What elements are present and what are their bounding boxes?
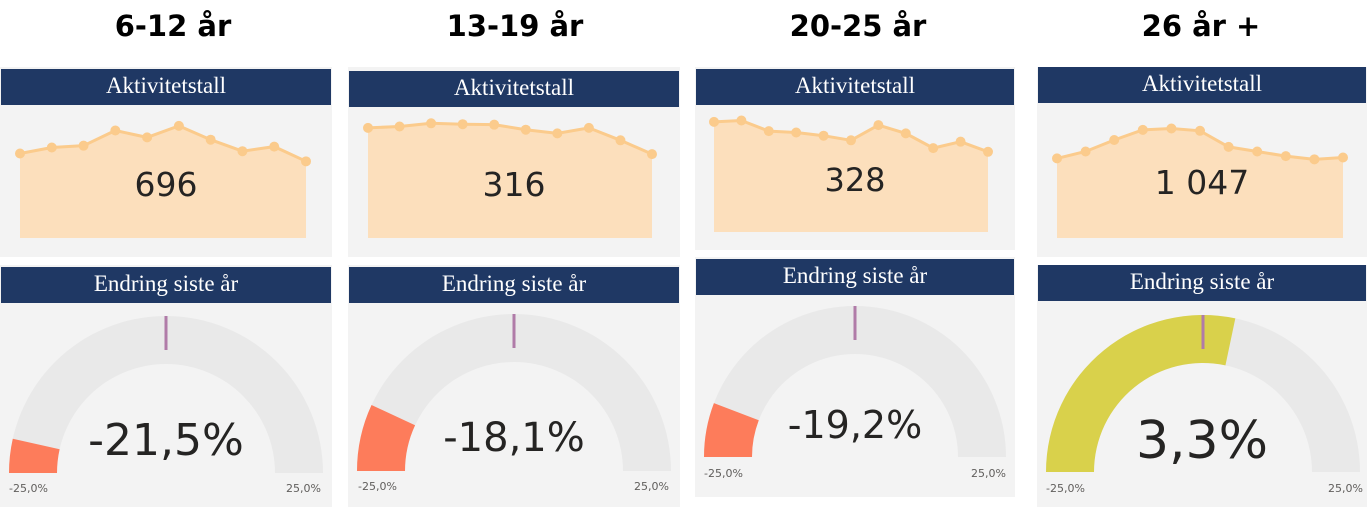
gauge-max-label: 25,0% bbox=[286, 482, 321, 495]
sparkline-point bbox=[46, 142, 57, 153]
sparkline-point bbox=[615, 135, 626, 146]
sparkline-point bbox=[1252, 146, 1263, 157]
activity-sparkline bbox=[709, 115, 993, 232]
activity-card-20-25: Aktivitetstall 328 bbox=[695, 67, 1015, 250]
group-title-20-25: 20-25 år bbox=[789, 9, 927, 43]
change-header: Endring siste år bbox=[1, 267, 331, 303]
change-header: Endring siste år bbox=[696, 259, 1014, 295]
sparkline-point bbox=[78, 140, 89, 151]
sparkline-point bbox=[1223, 141, 1234, 152]
activity-card-26-plus: Aktivitetstall 1 047 bbox=[1037, 67, 1367, 257]
activity-header: Aktivitetstall bbox=[1, 69, 331, 105]
sparkline-point bbox=[426, 118, 437, 129]
sparkline-point bbox=[173, 120, 184, 131]
sparkline-point bbox=[647, 149, 657, 160]
group-title-13-19: 13-19 år bbox=[446, 9, 584, 43]
gauge-fill bbox=[704, 403, 759, 457]
group-title-26-plus: 26 år + bbox=[1141, 9, 1261, 43]
change-gauge bbox=[704, 306, 1006, 457]
change-card-20-25: Endring siste år -19,2% -25,0% 25,0% bbox=[695, 257, 1015, 497]
change-card-6-12: Endring siste år -21,5% -25,0% 25,0% bbox=[0, 265, 332, 507]
sparkline-point bbox=[1195, 125, 1205, 136]
gauge-track bbox=[357, 314, 671, 471]
sparkline-area bbox=[1057, 128, 1343, 238]
sparkline-line bbox=[367, 121, 653, 156]
gauge-fill bbox=[357, 405, 416, 471]
sparkline-point bbox=[709, 116, 719, 127]
activity-value: 328 bbox=[824, 161, 886, 199]
activity-header: Aktivitetstall bbox=[349, 71, 679, 107]
sparkline-point bbox=[736, 115, 747, 126]
sparkline-area bbox=[368, 123, 652, 238]
change-value: -18,1% bbox=[443, 415, 585, 461]
sparkline-point bbox=[1137, 124, 1148, 135]
gauge-fill bbox=[9, 438, 60, 473]
sparkline-point bbox=[301, 156, 311, 167]
sparkline-point bbox=[205, 134, 216, 145]
activity-sparkline bbox=[363, 118, 657, 238]
gauge-max-label: 25,0% bbox=[971, 467, 1006, 480]
gauge-fill bbox=[1046, 315, 1236, 472]
sparkline-point bbox=[110, 125, 121, 136]
gauge-min-label: -25,0% bbox=[9, 482, 48, 495]
change-value: -21,5% bbox=[88, 415, 244, 466]
sparkline-point bbox=[552, 128, 563, 139]
sparkline-point bbox=[269, 141, 280, 152]
activity-sparkline bbox=[1052, 123, 1348, 238]
sparkline-point bbox=[1109, 135, 1120, 145]
sparkline-point bbox=[818, 130, 829, 141]
sparkline-point bbox=[983, 146, 993, 157]
sparkline-area bbox=[20, 125, 306, 238]
activity-card-13-19: Aktivitetstall 316 bbox=[348, 67, 680, 257]
gauge-min-label: -25,0% bbox=[1046, 482, 1085, 495]
sparkline-point bbox=[457, 119, 468, 130]
sparkline-point bbox=[873, 120, 884, 131]
gauge-max-label: 25,0% bbox=[634, 480, 669, 493]
change-gauge bbox=[1046, 315, 1360, 472]
sparkline-point bbox=[955, 136, 966, 147]
sparkline-point bbox=[520, 124, 531, 135]
change-header: Endring siste år bbox=[349, 267, 679, 303]
sparkline-point bbox=[142, 132, 153, 143]
sparkline-point bbox=[928, 143, 939, 154]
sparkline-area bbox=[714, 120, 988, 232]
activity-value: 316 bbox=[482, 165, 546, 204]
sparkline-point bbox=[1338, 152, 1348, 163]
sparkline-point bbox=[900, 128, 911, 139]
change-gauge bbox=[357, 314, 671, 471]
sparkline-point bbox=[791, 127, 802, 138]
activity-value: 696 bbox=[134, 165, 198, 204]
gauge-max-label: 25,0% bbox=[1328, 482, 1363, 495]
activity-card-6-12: Aktivitetstall 696 bbox=[0, 67, 332, 257]
activity-header: Aktivitetstall bbox=[696, 69, 1014, 105]
gauge-min-label: -25,0% bbox=[704, 467, 743, 480]
change-value: -19,2% bbox=[787, 403, 923, 447]
sparkline-point bbox=[394, 121, 405, 132]
sparkline-point bbox=[1080, 146, 1091, 157]
sparkline-point bbox=[1166, 123, 1177, 134]
group-title-6-12: 6-12 år bbox=[114, 9, 232, 43]
change-header: Endring siste år bbox=[1038, 265, 1366, 301]
gauge-track bbox=[9, 316, 323, 473]
gauge-min-label: -25,0% bbox=[358, 480, 397, 493]
sparkline-point bbox=[1052, 153, 1062, 164]
change-card-26-plus: Endring siste år 3,3% -25,0% 25,0% bbox=[1037, 265, 1367, 507]
sparkline-line bbox=[19, 124, 307, 163]
change-value: 3,3% bbox=[1135, 411, 1269, 471]
activity-header: Aktivitetstall bbox=[1038, 67, 1366, 103]
sparkline-point bbox=[1280, 151, 1291, 162]
sparkline-point bbox=[15, 148, 25, 159]
sparkline-point bbox=[489, 119, 500, 130]
gauge-track bbox=[704, 306, 1006, 457]
sparkline-point bbox=[1309, 154, 1320, 165]
change-card-13-19: Endring siste år -18,1% -25,0% 25,0% bbox=[348, 265, 680, 507]
sparkline-point bbox=[363, 122, 373, 133]
change-gauge bbox=[9, 316, 323, 473]
sparkline-point bbox=[846, 135, 856, 146]
activity-sparkline bbox=[15, 120, 311, 238]
sparkline-point bbox=[763, 126, 774, 137]
sparkline-point bbox=[583, 122, 594, 133]
sparkline-point bbox=[237, 146, 248, 157]
activity-value: 1 047 bbox=[1154, 163, 1250, 202]
